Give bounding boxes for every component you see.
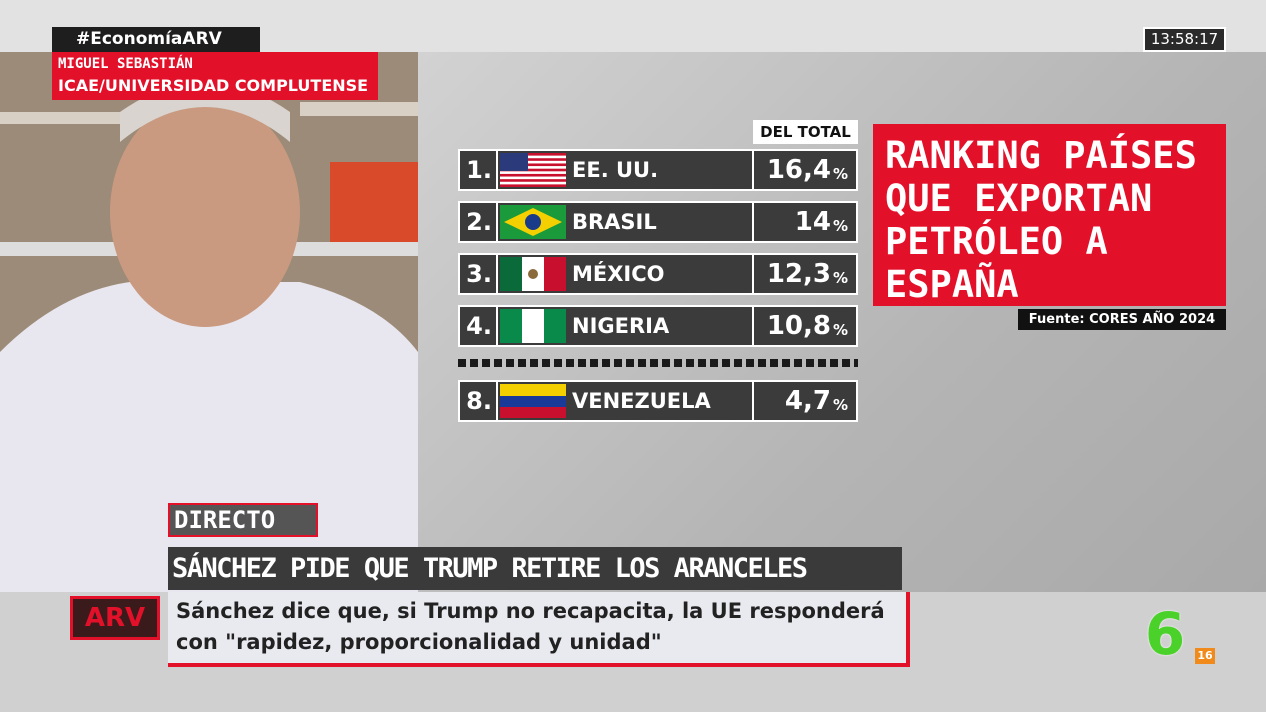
speaker-affiliation: ICAE/UNIVERSIDAD COMPLUTENSE xyxy=(58,76,369,95)
share: 10,8 xyxy=(766,311,831,341)
channel-logo: 6 xyxy=(1144,600,1186,668)
share-cell: 12,3% xyxy=(752,253,858,295)
flag xyxy=(500,384,566,422)
share: 16,4 xyxy=(766,155,831,185)
live-tag: DIRECTO xyxy=(168,503,318,537)
subtitle-line: Sánchez dice que, si Trump no recapacita… xyxy=(176,599,885,623)
column-header: DEL TOTAL xyxy=(753,120,858,144)
subtitle-line: con "rapidez, proporcionalidad y unidad" xyxy=(176,630,662,654)
share: 14 xyxy=(794,207,831,237)
flag-image xyxy=(500,205,566,239)
ranking-row: 1. EE. UU. 16,4% xyxy=(458,149,858,191)
flag-image xyxy=(500,309,566,343)
rank: 8. xyxy=(458,380,498,422)
separator xyxy=(458,359,858,367)
flag-image xyxy=(500,257,566,291)
share-cell: 16,4% xyxy=(752,149,858,191)
ranking-row: 8. VENEZUELA 4,7% xyxy=(458,380,858,422)
unit: % xyxy=(832,269,848,287)
title-line: QUE EXPORTAN xyxy=(885,177,1153,220)
subtitle-box: Sánchez dice que, si Trump no recapacita… xyxy=(168,592,910,667)
unit: % xyxy=(832,321,848,339)
hashtag: #EconomíaARV xyxy=(52,27,260,52)
flag-image xyxy=(500,153,566,187)
program-logo: ARV xyxy=(70,596,160,640)
ranking-row: 4. NIGERIA 10,8% xyxy=(458,305,858,347)
share: 4,7 xyxy=(784,386,831,416)
share-cell: 10,8% xyxy=(752,305,858,347)
rank: 4. xyxy=(458,305,498,347)
share-cell: 4,7% xyxy=(752,380,858,422)
flag xyxy=(500,205,566,243)
flag-image xyxy=(500,384,566,418)
ranking-row: 3. MÉXICO 12,3% xyxy=(458,253,858,295)
flag xyxy=(500,153,566,191)
title-line: RANKING PAÍSES xyxy=(885,134,1197,177)
rank: 3. xyxy=(458,253,498,295)
headline: SÁNCHEZ PIDE QUE TRUMP RETIRE LOS ARANCE… xyxy=(168,547,902,590)
title-line: PETRÓLEO A xyxy=(885,220,1108,263)
clock: 13:58:17 xyxy=(1143,27,1226,52)
unit: % xyxy=(832,165,848,183)
rank: 1. xyxy=(458,149,498,191)
flag xyxy=(500,309,566,347)
flag xyxy=(500,257,566,295)
title-box: RANKING PAÍSES QUE EXPORTAN PETRÓLEO A ESPA… xyxy=(873,124,1226,306)
rank: 2. xyxy=(458,201,498,243)
title-line: ESPAÑA xyxy=(885,263,1019,306)
age-rating: 16 xyxy=(1195,648,1215,664)
source: Fuente: CORES AÑO 2024 xyxy=(1018,309,1226,330)
ranking-row: 2. BRASIL 14% xyxy=(458,201,858,243)
share: 12,3 xyxy=(766,259,831,289)
speaker-box: MIGUEL SEBASTIÁN ICAE/UNIVERSIDAD COMPLU… xyxy=(52,52,378,100)
share-cell: 14% xyxy=(752,201,858,243)
unit: % xyxy=(832,217,848,235)
speaker-name: MIGUEL SEBASTIÁN xyxy=(58,56,193,72)
unit: % xyxy=(832,396,848,414)
